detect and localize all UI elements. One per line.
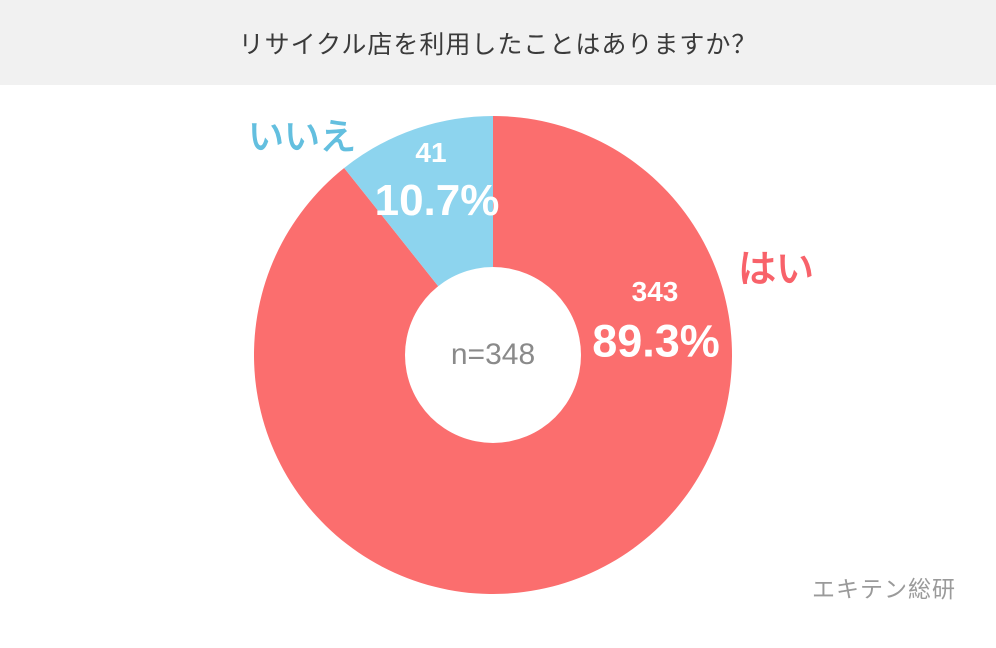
segment-label-yes: はい [737, 249, 815, 291]
segment-pct-yes: 89.3% [592, 315, 720, 367]
source-label: エキテン総研 [812, 577, 956, 602]
segment-count-no: 41 [415, 137, 447, 168]
page-title: リサイクル店を利用したことはありますか？ [238, 30, 758, 59]
segment-count-yes: 343 [631, 276, 679, 307]
chart-area: いいえ 41 10.7% 343 89.3% はい n=348 [0, 85, 996, 648]
sample-size-label: n=348 [450, 338, 536, 371]
donut-chart [254, 116, 732, 594]
segment-label-no: いいえ [247, 116, 357, 157]
segment-pct-no: 10.7% [374, 176, 500, 225]
title-bar: リサイクル店を利用したことはありますか？ [0, 0, 996, 85]
donut-hole [405, 267, 581, 443]
